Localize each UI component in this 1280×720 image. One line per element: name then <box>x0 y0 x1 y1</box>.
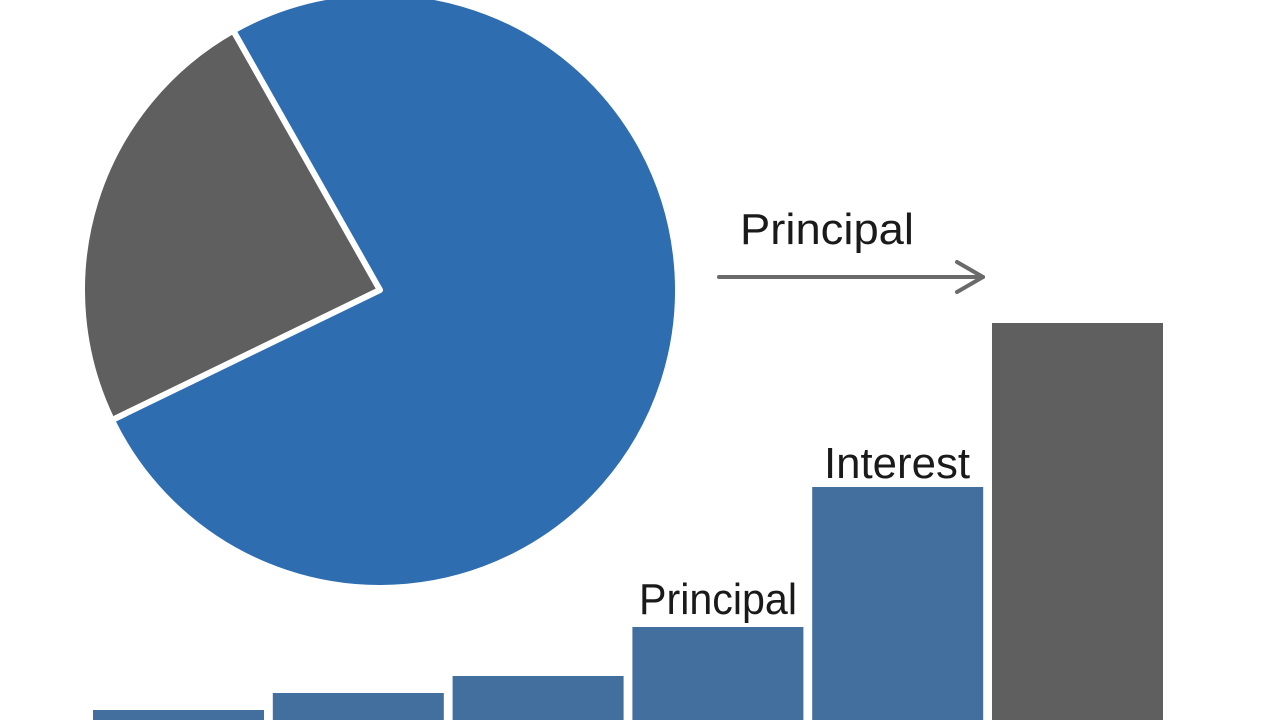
bar-chart <box>93 323 1163 720</box>
pie-slice <box>79 27 383 424</box>
arrow <box>717 260 985 294</box>
pie-chart <box>79 0 681 591</box>
bar <box>992 323 1163 720</box>
annotation: Principal <box>740 205 914 254</box>
pie-slice <box>108 0 681 591</box>
bar <box>812 487 984 720</box>
bar <box>452 676 624 720</box>
annotation: Interest <box>824 439 970 488</box>
bar <box>93 710 264 720</box>
annotation: Principal <box>639 575 797 624</box>
bar <box>632 627 804 720</box>
bar <box>272 693 444 720</box>
